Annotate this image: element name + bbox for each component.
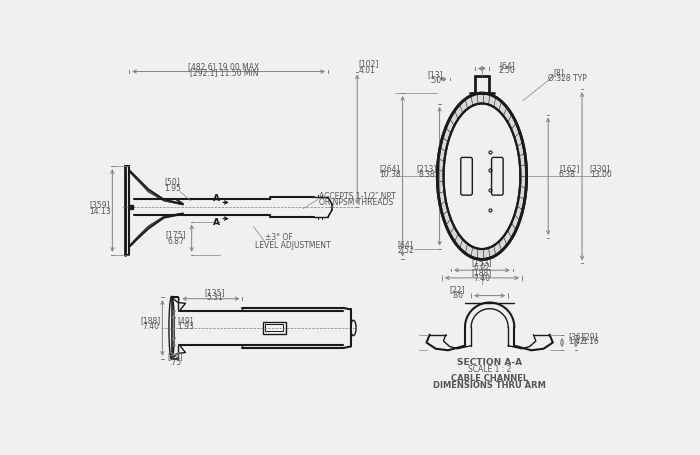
Text: 6.87: 6.87 <box>167 237 184 246</box>
Text: [264]: [264] <box>379 164 400 173</box>
Text: [153]: [153] <box>472 258 492 267</box>
Text: OR NPSM THREADS: OR NPSM THREADS <box>318 198 393 207</box>
Text: 2.50: 2.50 <box>499 66 516 75</box>
Text: [36]: [36] <box>568 332 584 341</box>
Text: A: A <box>213 218 220 227</box>
Text: 6.02: 6.02 <box>473 263 491 272</box>
Text: [8]: [8] <box>554 69 564 78</box>
Text: [50]: [50] <box>164 177 181 186</box>
Text: 1.42: 1.42 <box>568 337 585 346</box>
Text: 4.01: 4.01 <box>358 66 376 75</box>
Text: SECTION A-A: SECTION A-A <box>457 358 522 367</box>
Text: 1.16: 1.16 <box>582 337 598 346</box>
Text: 13.00: 13.00 <box>589 170 612 179</box>
Text: [292.1] 11.50 MIN: [292.1] 11.50 MIN <box>190 69 258 78</box>
Text: SCALE 1 : 2: SCALE 1 : 2 <box>468 365 511 374</box>
Text: DIMENSIONS THRU ARM: DIMENSIONS THRU ARM <box>433 381 546 390</box>
Text: .75: .75 <box>169 358 181 367</box>
Text: [188]: [188] <box>141 316 161 325</box>
Text: LEVEL ADJUSTMENT: LEVEL ADJUSTMENT <box>255 241 330 250</box>
Text: Ø.328 TYP: Ø.328 TYP <box>548 74 587 83</box>
Text: [213]: [213] <box>416 164 437 173</box>
Text: [175]: [175] <box>165 230 186 239</box>
Text: [359]: [359] <box>90 200 111 209</box>
Text: 10.38: 10.38 <box>379 170 400 179</box>
Text: CABLE CHANNEL: CABLE CHANNEL <box>451 374 528 383</box>
Text: 2.52: 2.52 <box>398 246 414 255</box>
Text: [13]: [13] <box>427 70 443 79</box>
Text: [135]: [135] <box>204 288 225 297</box>
Text: 14.13: 14.13 <box>89 207 111 217</box>
Text: [102]: [102] <box>358 59 379 68</box>
Ellipse shape <box>438 93 526 259</box>
Text: 8.38: 8.38 <box>418 170 435 179</box>
Bar <box>262 322 286 334</box>
Text: 7.40: 7.40 <box>142 323 160 332</box>
Text: ACCEPTS 1-1/2″ NPT: ACCEPTS 1-1/2″ NPT <box>318 191 395 200</box>
Text: [64]: [64] <box>499 61 514 70</box>
Text: [482.6] 19.00 MAX: [482.6] 19.00 MAX <box>188 61 260 71</box>
Text: [49]: [49] <box>178 316 193 325</box>
Text: ±3° OF: ±3° OF <box>265 233 293 243</box>
Ellipse shape <box>444 103 520 249</box>
Text: 1.95: 1.95 <box>164 184 181 193</box>
Text: [64]: [64] <box>398 240 413 249</box>
Text: A: A <box>213 194 220 203</box>
Text: [19]: [19] <box>167 353 183 362</box>
Bar <box>265 324 284 331</box>
Text: 7.40: 7.40 <box>473 274 491 283</box>
Text: [330]: [330] <box>589 164 610 173</box>
Text: [162]: [162] <box>559 164 580 173</box>
Text: 1.93: 1.93 <box>177 323 194 332</box>
Text: .50: .50 <box>429 76 441 85</box>
Text: [22]: [22] <box>449 286 465 294</box>
Text: [29]: [29] <box>582 332 598 341</box>
Text: [188]: [188] <box>472 268 492 278</box>
Text: 6.38: 6.38 <box>559 170 576 179</box>
Text: 5.31: 5.31 <box>206 293 223 302</box>
Text: .86: .86 <box>452 291 463 300</box>
